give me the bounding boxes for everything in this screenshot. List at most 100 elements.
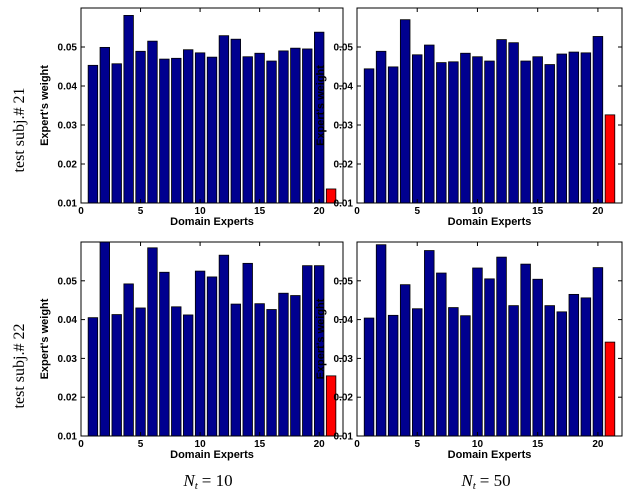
bar-expert-4 [123, 15, 134, 204]
bar-expert-5 [412, 54, 423, 204]
y-tick-label: 0.05 [334, 43, 354, 54]
bar-expert-20 [592, 36, 604, 204]
y-tick-label: 0.01 [334, 199, 354, 210]
y-tick-label: 0.04 [58, 315, 78, 326]
bar-expert-8 [171, 306, 182, 437]
bar-expert-21 [325, 375, 337, 437]
bar-expert-13 [230, 38, 241, 204]
x-tick-label: 15 [532, 206, 544, 217]
x-tick-label: 20 [314, 439, 326, 450]
bar-expert-4 [399, 19, 411, 204]
y-axis-label: Expert's weight [315, 298, 327, 379]
bar-expert-19 [302, 265, 313, 437]
bar-expert-8 [171, 57, 182, 204]
bar-expert-9 [183, 49, 194, 204]
y-tick-label: 0.05 [58, 43, 78, 54]
bar-expert-2 [375, 244, 387, 437]
column-label-value: = 10 [202, 471, 233, 490]
bar-expert-13 [230, 303, 241, 437]
bar-expert-3 [387, 314, 399, 437]
bar-expert-21 [604, 341, 616, 437]
bar-expert-10 [194, 52, 206, 204]
bar-expert-5 [412, 308, 423, 437]
x-tick-label: 15 [254, 206, 266, 217]
bar-expert-14 [242, 262, 253, 437]
bar-expert-18 [290, 47, 301, 204]
bar-expert-1 [87, 64, 99, 204]
bar-expert-2 [375, 50, 387, 204]
x-tick-label: 20 [592, 439, 604, 450]
bar-expert-10 [472, 56, 483, 204]
bar-expert-16 [544, 305, 555, 437]
bar-expert-19 [302, 48, 313, 204]
y-tick-label: 0.03 [58, 354, 78, 365]
y-tick-label: 0.03 [334, 354, 354, 365]
bar-expert-9 [183, 314, 194, 437]
bar-expert-18 [290, 295, 301, 437]
bar-expert-7 [436, 62, 447, 204]
y-tick-label: 0.02 [334, 393, 354, 404]
y-tick-label: 0.02 [58, 393, 78, 404]
bar-expert-6 [424, 44, 435, 204]
bar-expert-12 [496, 256, 507, 437]
chart-panels: 0.01 0.02 0.03 0.04 0.05 0 5 10 15 20 Domain Exper… [39, 7, 623, 461]
bar-expert-14 [520, 263, 531, 437]
bar-chart-panel-4: 0.01 0.02 0.03 0.04 0.05 0 5 10 15 20 Domain Exper… [315, 241, 623, 461]
x-tick-label: 20 [592, 206, 604, 217]
axes-box [356, 241, 623, 437]
column-label-symbol: N [182, 471, 196, 490]
bar-expert-17 [556, 53, 567, 204]
bar-expert-7 [159, 271, 170, 437]
y-tick-label: 0.01 [334, 432, 354, 443]
bar-expert-20 [592, 267, 604, 437]
bar-expert-15 [254, 303, 265, 437]
x-tick-label: 0 [78, 439, 84, 450]
bar-expert-5 [135, 50, 146, 204]
y-tick-label: 0.04 [334, 82, 354, 93]
x-tick-label: 15 [254, 439, 266, 450]
y-tick-label: 0.04 [58, 82, 78, 93]
bar-expert-2 [99, 241, 110, 437]
x-tick-label: 10 [195, 206, 207, 217]
bar-expert-8 [448, 307, 459, 437]
bar-expert-5 [135, 307, 146, 437]
x-axis-label: Domain Experts [170, 216, 254, 228]
column-label-subscript: t [473, 480, 477, 492]
bar-expert-15 [254, 52, 265, 204]
bar-expert-3 [387, 66, 399, 204]
bar-expert-15 [532, 56, 543, 204]
column-label-symbol: N [460, 471, 474, 490]
column-label-nt-10: Nt = 10 [182, 471, 232, 492]
bar-expert-11 [206, 56, 218, 204]
bar-expert-9 [460, 315, 471, 437]
bar-expert-19 [580, 297, 592, 437]
bar-expert-17 [278, 292, 289, 437]
bar-expert-12 [218, 254, 230, 437]
x-tick-label: 5 [138, 206, 144, 217]
bar-expert-14 [520, 60, 531, 204]
bar-expert-16 [266, 60, 277, 204]
bar-expert-19 [580, 52, 592, 204]
x-tick-label: 20 [314, 206, 326, 217]
y-axis-label: Expert's weight [315, 65, 327, 146]
x-tick-label: 5 [414, 439, 420, 450]
bar-expert-13 [508, 305, 519, 437]
bar-expert-1 [87, 317, 99, 437]
x-axis-label: Domain Experts [448, 449, 532, 461]
x-tick-label: 5 [414, 206, 420, 217]
bar-expert-7 [159, 58, 170, 204]
y-tick-label: 0.03 [334, 121, 354, 132]
bar-expert-6 [147, 247, 158, 437]
bar-expert-9 [460, 52, 471, 204]
bar-expert-17 [278, 50, 289, 204]
x-tick-label: 5 [138, 439, 144, 450]
y-axis-label: Expert's weight [39, 298, 51, 379]
bar-expert-12 [496, 39, 507, 204]
bar-expert-16 [544, 64, 555, 204]
bar-expert-10 [194, 270, 206, 437]
y-tick-label: 0.01 [58, 432, 78, 443]
bar-expert-3 [111, 63, 122, 204]
x-tick-label: 0 [354, 439, 360, 450]
column-label-subscript: t [195, 480, 199, 492]
axes-box [356, 7, 623, 204]
